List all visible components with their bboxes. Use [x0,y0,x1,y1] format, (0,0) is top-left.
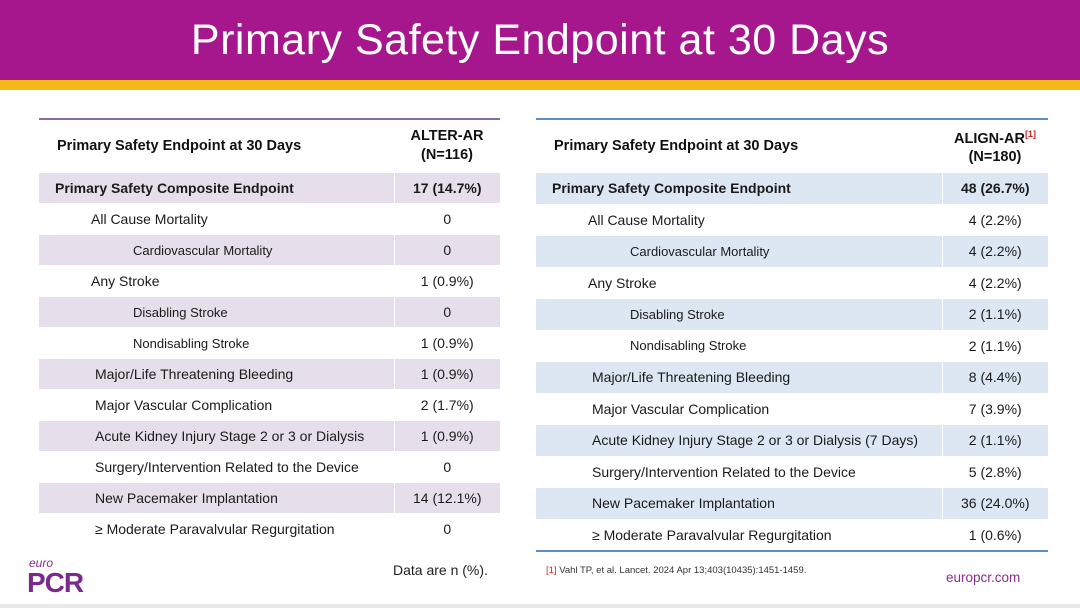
row-label: ≥ Moderate Paravalvular Regurgitation [39,513,394,545]
table-row: Nondisabling Stroke 1 (0.9%) [39,327,500,359]
row-value: 4 (2.2%) [941,266,1048,299]
row-label: All Cause Mortality [39,203,394,235]
table-row: New Pacemaker Implantation 14 (12.1%) [39,482,500,514]
table-row: Disabling Stroke 2 (1.1%) [536,298,1048,330]
row-label: Disabling Stroke [39,296,394,328]
align-ar-table: Primary Safety Endpoint at 30 Days ALIGN… [536,118,1048,552]
column-header-alter-ar: ALTER-AR (N=116) [394,119,500,173]
row-value: 0 [393,513,500,545]
row-label: Cardiovascular Mortality [39,234,394,266]
reference-number: [1] [546,565,557,576]
reference-marker: [1] [1024,128,1036,139]
row-label: Primary Safety Composite Endpoint [39,172,394,204]
row-label: Major/Life Threatening Bleeding [536,361,942,393]
row-value: 2 (1.1%) [941,329,1048,362]
row-value: 0 [393,451,500,483]
alter-ar-table: Primary Safety Endpoint at 30 Days ALTER… [39,118,500,545]
row-label: Nondisabling Stroke [536,329,942,362]
row-value: 1 (0.9%) [393,420,500,452]
table-row: Any Stroke 4 (2.2%) [536,266,1048,299]
table-row: ≥ Moderate Paravalvular Regurgitation 0 [39,513,500,545]
column-header-endpoint: Primary Safety Endpoint at 30 Days [57,138,302,154]
column-header-endpoint: Primary Safety Endpoint at 30 Days [554,138,799,154]
row-label: Major Vascular Complication [39,389,394,421]
table-row: Cardiovascular Mortality 4 (2.2%) [536,235,1048,267]
row-value: 1 (0.9%) [393,265,500,297]
table-header-row: Primary Safety Endpoint at 30 Days ALIGN… [536,119,1048,173]
row-label: All Cause Mortality [536,203,942,236]
title-accent-stripe [0,80,1080,90]
table-row: Disabling Stroke 0 [39,296,500,328]
trial-name: ALIGN-AR [954,130,1025,147]
row-label: ≥ Moderate Paravalvular Regurgitation [536,518,942,551]
table-row: Acute Kidney Injury Stage 2 or 3 or Dial… [536,424,1048,456]
row-value: 1 (0.9%) [393,358,500,390]
trial-n: (N=180) [968,149,1022,166]
slide-title: Primary Safety Endpoint at 30 Days [190,15,890,64]
table-row: Cardiovascular Mortality 0 [39,234,500,266]
row-label: Acute Kidney Injury Stage 2 or 3 or Dial… [536,424,942,456]
row-label: Disabling Stroke [536,298,942,330]
row-label: Acute Kidney Injury Stage 2 or 3 or Dial… [39,420,394,452]
row-value: 0 [393,296,500,328]
reference-citation: [1] Vahl TP, et al. Lancet. 2024 Apr 13;… [546,565,806,576]
row-value: 4 (2.2%) [941,203,1048,236]
row-value: 2 (1.1%) [941,424,1048,456]
europcr-logo: euro PCR [27,556,91,598]
row-value: 7 (3.9%) [941,392,1048,425]
row-label: New Pacemaker Implantation [39,482,394,514]
table-row: Major Vascular Complication 2 (1.7%) [39,389,500,421]
table-row: Surgery/Intervention Related to the Devi… [536,455,1048,488]
table-row: ≥ Moderate Paravalvular Regurgitation 1 … [536,518,1048,551]
table-header-row: Primary Safety Endpoint at 30 Days ALTER… [39,119,500,173]
row-value: 1 (0.6%) [941,518,1048,551]
table-row: All Cause Mortality 0 [39,203,500,235]
row-value: 36 (24.0%) [941,487,1048,519]
row-value: 1 (0.9%) [393,327,500,359]
row-value: 2 (1.7%) [393,389,500,421]
row-value: 17 (14.7%) [393,172,500,204]
row-label: Any Stroke [39,265,394,297]
row-label: Primary Safety Composite Endpoint [536,172,942,204]
row-label: New Pacemaker Implantation [536,487,942,519]
table-row: Any Stroke 1 (0.9%) [39,265,500,297]
row-label: Surgery/Intervention Related to the Devi… [39,451,394,483]
row-value: 0 [393,234,500,266]
bottom-rule [0,604,1080,608]
row-value: 5 (2.8%) [941,455,1048,488]
table-row: Acute Kidney Injury Stage 2 or 3 or Dial… [39,420,500,452]
table-row: Major/Life Threatening Bleeding 8 (4.4%) [536,361,1048,393]
row-value: 48 (26.7%) [941,172,1048,204]
row-label: Any Stroke [536,266,942,299]
table-row: Major Vascular Complication 7 (3.9%) [536,392,1048,425]
row-value: 0 [393,203,500,235]
table-row: New Pacemaker Implantation 36 (24.0%) [536,487,1048,519]
table-row: Primary Safety Composite Endpoint 48 (26… [536,172,1048,204]
row-value: 2 (1.1%) [941,298,1048,330]
trial-n: (N=116) [421,147,473,163]
column-header-align-ar: ALIGN-AR[1] (N=180) [942,119,1048,173]
table-row: Surgery/Intervention Related to the Devi… [39,451,500,483]
row-label: Major/Life Threatening Bleeding [39,358,394,390]
row-label: Cardiovascular Mortality [536,235,942,267]
trial-name: ALTER-AR [410,128,484,144]
logo-pcr-text: PCR [27,567,84,598]
logo-euro-text: euro [29,556,54,570]
row-value: 14 (12.1%) [393,482,500,514]
row-label: Surgery/Intervention Related to the Devi… [536,455,942,488]
row-value: 4 (2.2%) [941,235,1048,267]
row-label: Nondisabling Stroke [39,327,394,359]
data-footnote: Data are n (%). [393,562,488,578]
row-label: Major Vascular Complication [536,392,942,425]
table-row: Major/Life Threatening Bleeding 1 (0.9%) [39,358,500,390]
reference-text: Vahl TP, et al. Lancet. 2024 Apr 13;403(… [556,565,807,576]
title-bar: Primary Safety Endpoint at 30 Days [0,0,1080,80]
table-row: Nondisabling Stroke 2 (1.1%) [536,329,1048,362]
row-value: 8 (4.4%) [941,361,1048,393]
table-row: Primary Safety Composite Endpoint 17 (14… [39,172,500,204]
table-row: All Cause Mortality 4 (2.2%) [536,203,1048,236]
site-url: europcr.com [946,570,1021,585]
